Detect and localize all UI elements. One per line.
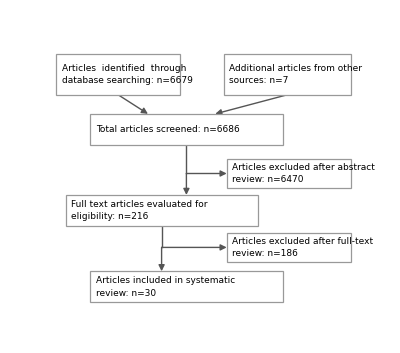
Text: Articles  identified  through
database searching: n=6679: Articles identified through database sea… xyxy=(62,64,193,85)
Text: Articles included in systematic
review: n=30: Articles included in systematic review: … xyxy=(96,276,235,298)
Text: Articles excluded after abstract
review: n=6470: Articles excluded after abstract review:… xyxy=(232,163,375,184)
FancyBboxPatch shape xyxy=(66,195,258,226)
Text: Articles excluded after full-text
review: n=186: Articles excluded after full-text review… xyxy=(232,237,374,258)
FancyBboxPatch shape xyxy=(90,271,282,302)
FancyBboxPatch shape xyxy=(56,54,180,95)
Text: Full text articles evaluated for
eligibility: n=216: Full text articles evaluated for eligibi… xyxy=(71,200,208,221)
Text: Total articles screened: n=6686: Total articles screened: n=6686 xyxy=(96,125,240,134)
FancyBboxPatch shape xyxy=(227,233,351,262)
FancyBboxPatch shape xyxy=(90,114,282,145)
FancyBboxPatch shape xyxy=(227,159,351,188)
FancyBboxPatch shape xyxy=(224,54,351,95)
Text: Additional articles from other
sources: n=7: Additional articles from other sources: … xyxy=(229,64,362,85)
